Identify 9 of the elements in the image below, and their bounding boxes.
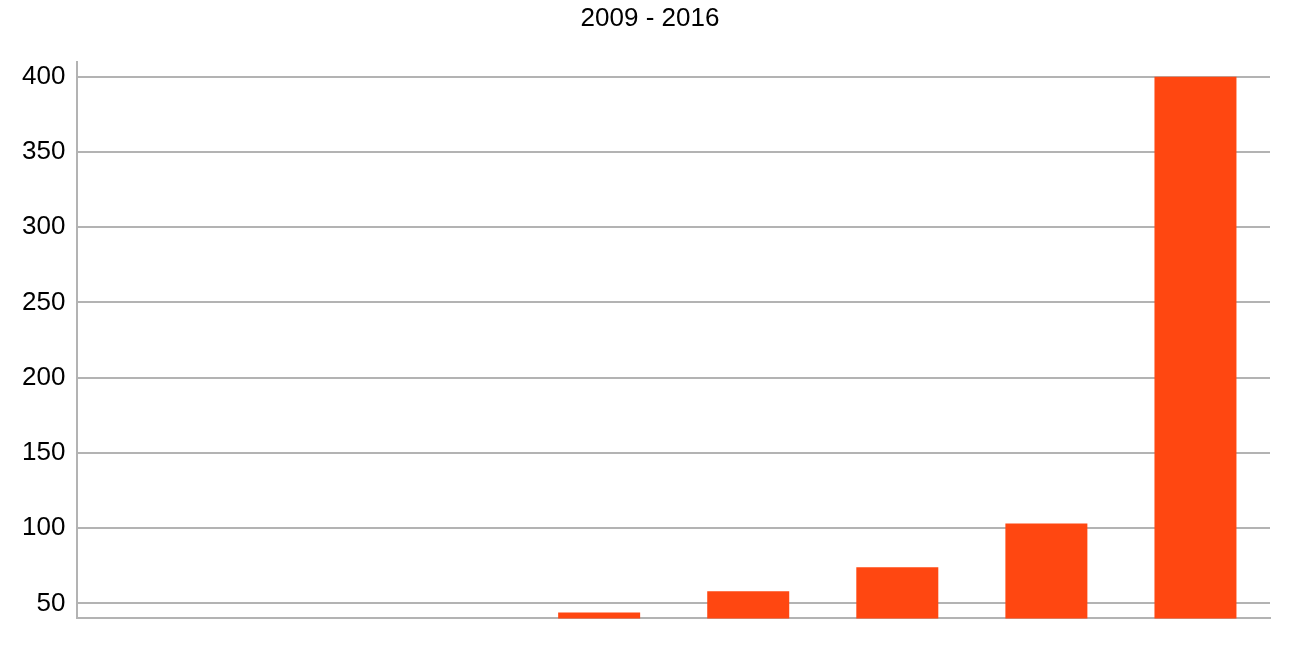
y-tick-label: 100 <box>21 511 66 542</box>
y-tick-label: 250 <box>21 285 66 316</box>
y-tick-label: 50 <box>36 586 66 617</box>
y-tick-label: 300 <box>21 210 66 241</box>
y-tick-label: 400 <box>21 59 66 90</box>
y-tick-label: 200 <box>21 360 66 391</box>
y-tick-label: 150 <box>21 436 66 467</box>
chart-title: 2009 - 2016 <box>579 1 721 34</box>
y-tick-label: 350 <box>21 135 66 166</box>
